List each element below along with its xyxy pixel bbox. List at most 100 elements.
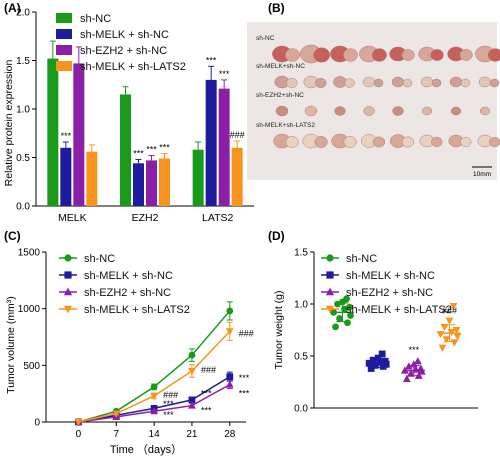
x-tick-label: EZH2 xyxy=(132,212,159,224)
legend-label: sh-MELK + sh-NC xyxy=(346,270,435,282)
tumor-specimen xyxy=(343,136,357,148)
legend-marker xyxy=(64,254,72,262)
panel-label-d: (D) xyxy=(268,229,285,243)
significance-mark: *** xyxy=(239,389,250,399)
legend-swatch xyxy=(56,13,72,23)
tumor-specimen xyxy=(362,76,376,88)
tumor-specimen xyxy=(314,136,328,148)
tumor-specimen xyxy=(488,48,500,62)
tumor-specimen xyxy=(451,106,462,116)
x-tick-label: 21 xyxy=(186,429,198,440)
tumor-specimen xyxy=(392,106,404,116)
tumor-specimen xyxy=(286,77,298,88)
tumor-specimen xyxy=(363,106,375,116)
significance-mark: ### xyxy=(442,305,457,315)
data-point xyxy=(376,358,384,366)
data-point xyxy=(381,357,389,365)
tumor-specimen xyxy=(334,106,346,116)
legend-label: sh-EZH2 + sh-NC xyxy=(84,287,171,299)
tumor-specimen xyxy=(480,106,491,116)
data-point xyxy=(150,392,159,401)
tumor-specimen xyxy=(402,78,413,88)
data-point xyxy=(404,362,413,370)
bar xyxy=(159,158,170,206)
y-tick-label: 0.5 xyxy=(16,153,30,164)
legend-marker xyxy=(326,254,334,262)
y-tick-label: 0.0 xyxy=(294,404,308,415)
bar xyxy=(86,151,98,206)
bar xyxy=(218,88,230,206)
scale-bar-label: 10mm xyxy=(473,171,491,178)
bar xyxy=(47,58,59,207)
y-axis-label: Tumor weight (g) xyxy=(273,291,285,370)
tumor-specimen xyxy=(449,76,463,88)
tumor-specimen xyxy=(460,136,472,147)
photo-row-label: sh-EZH2+sh-NC xyxy=(256,92,304,99)
y-tick-label: 1.5 xyxy=(294,248,308,259)
data-point xyxy=(414,371,423,379)
tumor-specimen xyxy=(315,77,327,88)
legend-marker xyxy=(63,305,73,314)
tumor-specimen xyxy=(401,49,415,61)
data-point xyxy=(442,336,451,344)
y-tick-label: 0.5 xyxy=(294,352,308,363)
tumor-specimen xyxy=(489,137,500,147)
tumor-specimen xyxy=(285,136,299,148)
data-point xyxy=(226,307,234,315)
x-tick-label: LATS2 xyxy=(202,212,233,224)
panel-label-a: (A) xyxy=(4,1,21,15)
photo-row-label: sh-NC xyxy=(256,35,275,42)
tumor-specimen xyxy=(371,48,387,62)
bar xyxy=(146,160,157,206)
significance-mark: ### xyxy=(230,130,245,140)
data-point xyxy=(336,315,343,322)
data-point xyxy=(445,317,454,325)
tumor-specimen xyxy=(431,78,442,88)
tumor-specimen xyxy=(459,49,473,61)
panel-a-bar-chart: 0.0 0.5 1.0 1.5 2.0 Relative protein expressi… xyxy=(3,8,254,224)
significance-mark: ### xyxy=(201,365,216,375)
significance-mark: *** xyxy=(61,131,72,141)
significance-mark: *** xyxy=(159,143,170,153)
significance-mark: *** xyxy=(201,389,212,399)
tumor-specimen xyxy=(430,49,444,61)
significance-mark: *** xyxy=(146,145,157,155)
legend-label: sh-NC xyxy=(84,253,115,265)
legend-marker xyxy=(325,287,335,296)
x-tick-label: MELK xyxy=(58,212,87,224)
significance-mark: *** xyxy=(163,399,174,409)
photo-background xyxy=(247,22,497,180)
legend-label: sh-EZH2 + sh-NC xyxy=(80,45,167,57)
data-point xyxy=(438,344,447,352)
data-point xyxy=(371,361,379,369)
significance-mark: ### xyxy=(239,329,254,339)
x-tick-label: 0 xyxy=(76,429,82,440)
legend-label: sh-MELK + sh-NC xyxy=(80,29,169,41)
data-point xyxy=(450,339,459,347)
x-tick-label: 14 xyxy=(149,429,161,440)
y-tick-label: 1000 xyxy=(18,304,41,315)
tumor-specimen xyxy=(489,78,500,88)
tumor-specimen xyxy=(284,48,300,62)
data-point xyxy=(413,357,422,365)
tumor-specimen xyxy=(460,78,471,88)
legend-label: sh-EZH2 + sh-NC xyxy=(346,287,433,299)
y-axis-label: Relative protein expression xyxy=(3,60,15,187)
tumor-specimen xyxy=(304,105,318,117)
data-point xyxy=(332,323,339,331)
data-point xyxy=(452,326,461,335)
data-point xyxy=(449,303,458,311)
y-tick-label: 500 xyxy=(23,361,40,372)
tumor-specimen xyxy=(373,78,384,88)
tumor-specimen xyxy=(342,48,358,62)
data-point xyxy=(150,383,158,391)
data-point xyxy=(226,373,234,381)
bar xyxy=(192,149,204,206)
panel-label-c: (C) xyxy=(4,229,21,243)
data-point xyxy=(188,396,196,404)
significance-mark: *** xyxy=(239,373,250,383)
data-point xyxy=(406,369,415,377)
x-axis-label: Time （days） xyxy=(110,443,182,456)
photo-row-label: sh-MELK+sh-NC xyxy=(256,63,305,70)
